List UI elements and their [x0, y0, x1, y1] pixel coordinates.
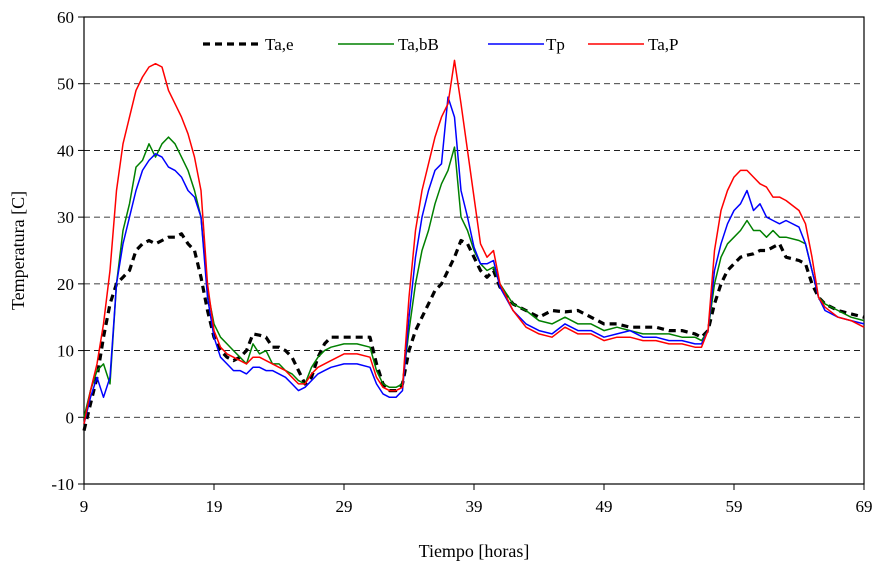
x-tick-label: 59	[726, 497, 743, 516]
y-tick-label: -10	[51, 475, 74, 494]
x-tick-label: 39	[466, 497, 483, 516]
axes: -10 0 10 20 30 40 50 60 9 19 29 39 49 59 69	[51, 8, 872, 516]
series-line	[83, 136, 865, 418]
series-line	[82, 232, 865, 431]
y-tick-label: 30	[57, 208, 74, 227]
series-line	[83, 96, 865, 425]
y-tick-label: 50	[57, 75, 74, 94]
legend-label: Tp	[546, 35, 565, 54]
series-line	[83, 59, 865, 425]
x-tick-label: 49	[596, 497, 613, 516]
x-axis-title: Tiempo [horas]	[419, 541, 530, 561]
y-tick-label: 20	[57, 275, 74, 294]
y-axis-title: Temperatura [C]	[8, 191, 28, 310]
legend: Ta,e Ta,bB Tp Ta,P	[203, 35, 678, 54]
x-tick-label: 29	[336, 497, 353, 516]
grid	[84, 83, 864, 418]
y-tick-label: 40	[57, 141, 74, 160]
x-tick-label: 69	[856, 497, 873, 516]
y-tick-label: 60	[57, 8, 74, 27]
legend-label: Ta,bB	[398, 35, 439, 54]
y-tick-label: 10	[57, 342, 74, 361]
legend-label: Ta,e	[265, 35, 294, 54]
x-tick-label: 19	[206, 497, 223, 516]
y-tick-label: 0	[66, 408, 75, 427]
legend-label: Ta,P	[648, 35, 678, 54]
x-tick-label: 9	[80, 497, 89, 516]
series-group	[82, 59, 865, 431]
